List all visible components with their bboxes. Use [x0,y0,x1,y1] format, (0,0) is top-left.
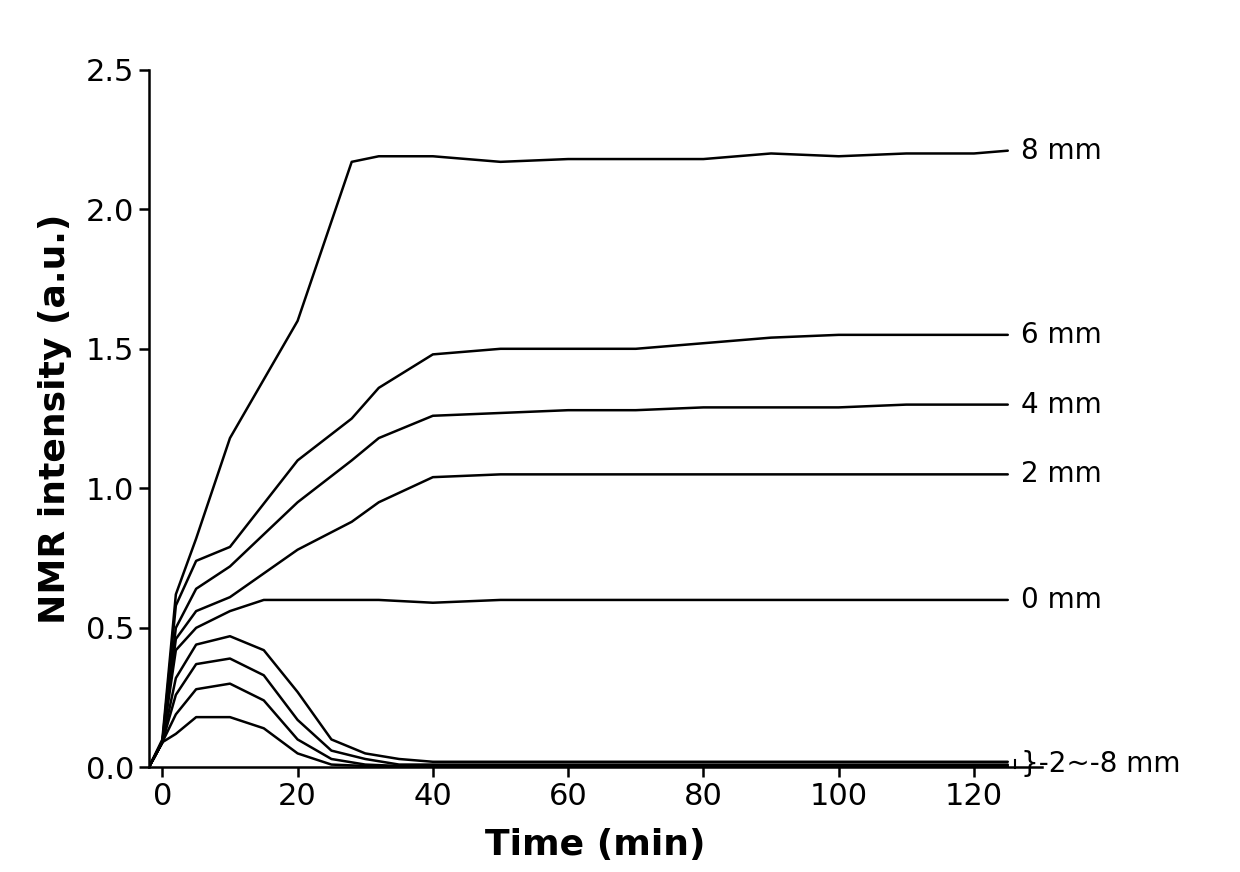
Y-axis label: NMR intensity (a.u.): NMR intensity (a.u.) [38,214,72,623]
Text: 6 mm: 6 mm [1022,321,1102,349]
Text: }-2~-8 mm: }-2~-8 mm [1022,750,1180,778]
Text: 0 mm: 0 mm [1022,586,1102,614]
Text: 2 mm: 2 mm [1022,460,1102,488]
Text: 8 mm: 8 mm [1022,137,1102,165]
X-axis label: Time (min): Time (min) [485,828,706,862]
Text: 4 mm: 4 mm [1022,391,1102,419]
